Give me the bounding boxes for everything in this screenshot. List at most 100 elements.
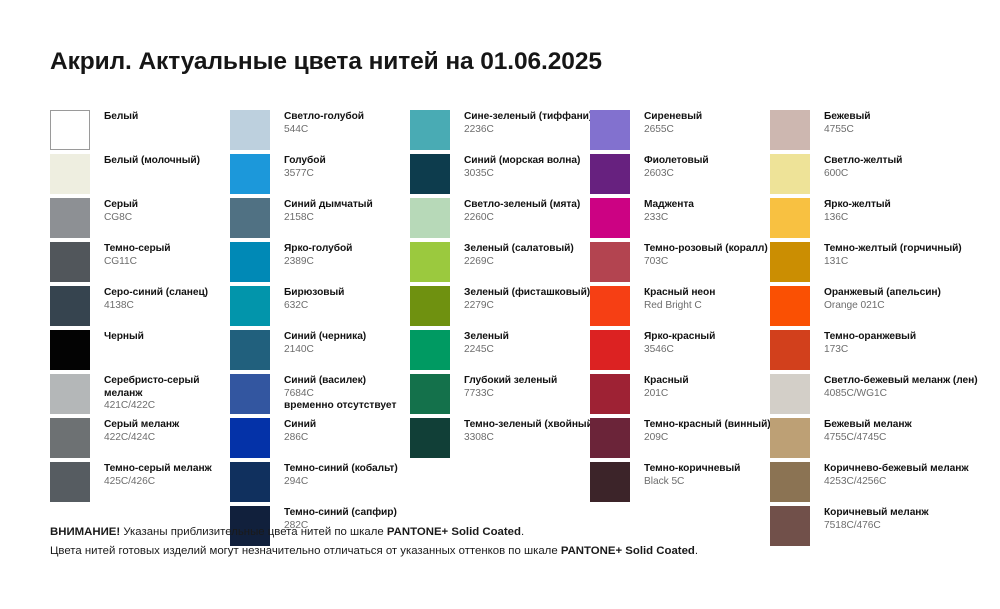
color-swatch[interactable] [230,110,270,150]
swatch-row[interactable]: Светло-желтый 600C [770,154,950,198]
color-swatch[interactable] [770,462,810,502]
swatch-row[interactable]: Ярко-голубой 2389C [230,242,410,286]
color-swatch[interactable] [230,242,270,282]
swatch-row[interactable]: Темно-серый CG11C [50,242,230,286]
color-swatch[interactable] [770,374,810,414]
color-swatch[interactable] [410,330,450,370]
color-swatch[interactable] [410,198,450,238]
swatch-row[interactable]: Синий (василек) 7684C временно отсутствует [230,374,410,418]
swatch-row[interactable]: Фиолетовый 2603C [590,154,770,198]
swatch-row[interactable]: Бирюзовый 632C [230,286,410,330]
swatch-row[interactable]: Темно-коричневый Black 5C [590,462,770,506]
color-swatch[interactable] [590,374,630,414]
swatch-pantone-code: 173C [824,343,849,355]
color-swatch[interactable] [770,198,810,238]
swatch-row[interactable]: Оранжевый (апельсин) Orange 021C [770,286,950,330]
color-swatch[interactable] [50,462,90,502]
swatch-text: Сиреневый 2655C [644,110,702,136]
color-swatch[interactable] [410,418,450,458]
swatch-text: Темно-синий (кобальт) 294C [284,462,398,488]
swatch-row[interactable]: Маджента 233C [590,198,770,242]
color-swatch[interactable] [590,198,630,238]
footer-line-2: Цвета нитей готовых изделий могут незнач… [50,542,950,561]
color-swatch[interactable] [50,286,90,326]
swatch-row[interactable]: Темно-серый меланж 425C/426C [50,462,230,506]
swatch-row[interactable]: Серый CG8C [50,198,230,242]
swatch-row[interactable]: Синий 286C [230,418,410,462]
color-swatch[interactable] [410,374,450,414]
swatch-row[interactable]: Светло-голубой 544C [230,110,410,154]
color-swatch[interactable] [590,110,630,150]
color-swatch[interactable] [590,242,630,282]
color-swatch[interactable] [770,110,810,150]
color-swatch[interactable] [590,330,630,370]
color-swatch[interactable] [230,374,270,414]
swatch-row[interactable]: Темно-розовый (коралл) 703C [590,242,770,286]
color-swatch[interactable] [590,418,630,458]
color-swatch[interactable] [230,462,270,502]
swatch-name: Синий (черника) [284,331,367,342]
color-swatch[interactable] [590,462,630,502]
swatch-row[interactable]: Серебристо-серый меланж 421C/422C [50,374,230,418]
swatch-row[interactable]: Светло-бежевый меланж (лен) 4085C/WG1C [770,374,978,418]
swatch-name: Зеленый [464,331,509,342]
color-swatch[interactable] [410,110,450,150]
color-swatch[interactable] [770,286,810,326]
color-swatch[interactable] [230,506,270,546]
color-swatch[interactable] [770,418,810,458]
swatch-row[interactable]: Белый (молочный) [50,154,230,198]
swatch-row[interactable]: Темно-красный (винный) 209C [590,418,771,462]
color-swatch[interactable] [50,154,90,194]
swatch-row[interactable]: Зеленый (салатовый) 2269C [410,242,590,286]
color-swatch[interactable] [770,242,810,282]
swatch-row[interactable]: Зеленый (фисташковый) 2279C [410,286,590,330]
swatch-row[interactable]: Глубокий зеленый 7733C [410,374,590,418]
swatch-row[interactable]: Белый [50,110,230,154]
swatch-row[interactable]: Сиреневый 2655C [590,110,770,154]
swatch-row[interactable]: Светло-зеленый (мята) 2260C [410,198,590,242]
swatch-row[interactable]: Коричневый меланж 7518C/476C [770,506,950,550]
swatch-row[interactable]: Темно-синий (сапфир) 282C [230,506,410,550]
swatch-row[interactable]: Темно-желтый (горчичный) 131C [770,242,962,286]
swatch-row[interactable]: Зеленый 2245C [410,330,590,374]
color-swatch[interactable] [50,330,90,370]
color-swatch[interactable] [50,110,90,150]
color-swatch[interactable] [230,154,270,194]
color-swatch[interactable] [230,286,270,326]
swatch-row[interactable]: Красный 201C [590,374,770,418]
color-swatch[interactable] [230,330,270,370]
swatch-row[interactable]: Черный [50,330,230,374]
color-swatch[interactable] [230,418,270,458]
swatch-row[interactable]: Ярко-желтый 136C [770,198,950,242]
swatch-row[interactable]: Темно-синий (кобальт) 294C [230,462,410,506]
swatch-row[interactable]: Коричнево-бежевый меланж 4253C/4256C [770,462,969,506]
swatch-row[interactable]: Темно-зеленый (хвойный) 3308C [410,418,596,462]
color-swatch[interactable] [50,242,90,282]
swatch-row[interactable]: Серо-синий (сланец) 4138C [50,286,230,330]
color-swatch[interactable] [590,154,630,194]
color-swatch[interactable] [770,506,810,546]
swatch-row[interactable]: Синий (черника) 2140C [230,330,410,374]
swatch-row[interactable]: Ярко-красный 3546C [590,330,770,374]
swatch-row[interactable]: Голубой 3577C [230,154,410,198]
color-swatch[interactable] [410,154,450,194]
swatch-row[interactable]: Синий дымчатый 2158C [230,198,410,242]
color-swatch[interactable] [50,418,90,458]
swatch-row[interactable]: Сине-зеленый (тиффани) 2236C [410,110,592,154]
color-swatch[interactable] [770,154,810,194]
swatch-pantone-code: 600C [824,167,849,179]
swatch-name: Бежевый [824,111,871,122]
color-swatch[interactable] [230,198,270,238]
color-swatch[interactable] [410,286,450,326]
swatch-row[interactable]: Бежевый 4755C [770,110,950,154]
swatch-row[interactable]: Синий (морская волна) 3035C [410,154,590,198]
color-swatch[interactable] [50,198,90,238]
swatch-row[interactable]: Серый меланж 422C/424C [50,418,230,462]
swatch-row[interactable]: Темно-оранжевый 173C [770,330,950,374]
swatch-row[interactable]: Бежевый меланж 4755C/4745C [770,418,950,462]
color-swatch[interactable] [50,374,90,414]
color-swatch[interactable] [410,242,450,282]
swatch-row[interactable]: Красный неон Red Bright C [590,286,770,330]
color-swatch[interactable] [590,286,630,326]
color-swatch[interactable] [770,330,810,370]
